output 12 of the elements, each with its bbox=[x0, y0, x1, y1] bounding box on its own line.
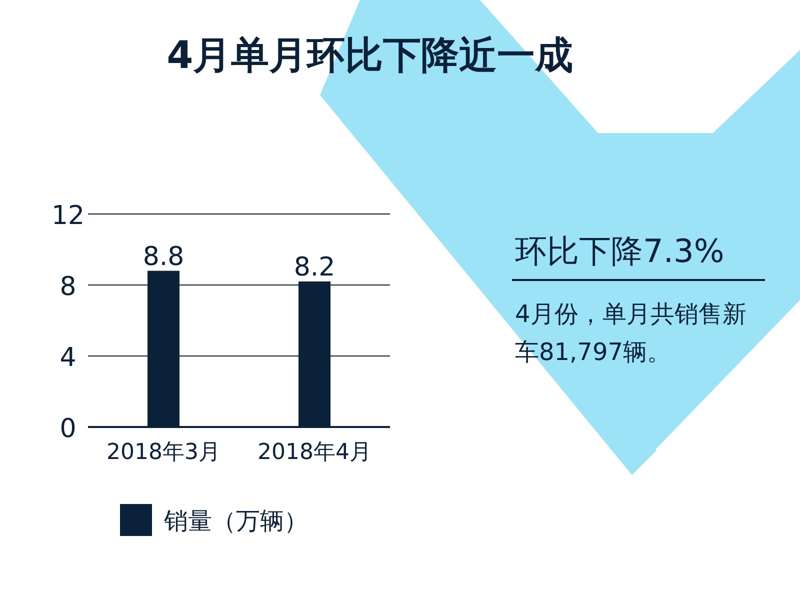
y-tick-label: 4 bbox=[60, 343, 76, 373]
x-tick-label: 2018年3月 bbox=[106, 440, 220, 465]
data-label: 8.2 bbox=[294, 252, 336, 282]
text: 环比下降7.3% bbox=[515, 232, 724, 270]
y-tick-label: 0 bbox=[60, 414, 76, 444]
y-tick-label: 12 bbox=[51, 201, 85, 231]
data-label: 8.8 bbox=[142, 242, 184, 272]
text: 4月份，单月共销售新车81,797辆。 bbox=[515, 299, 748, 368]
chart-title: 4月单月环比下降近一成 bbox=[166, 33, 574, 77]
y-tick-label: 8 bbox=[60, 272, 76, 302]
legend-label: 销量（万辆） bbox=[163, 507, 308, 535]
x-tick-label: 2018年4月 bbox=[258, 440, 372, 465]
